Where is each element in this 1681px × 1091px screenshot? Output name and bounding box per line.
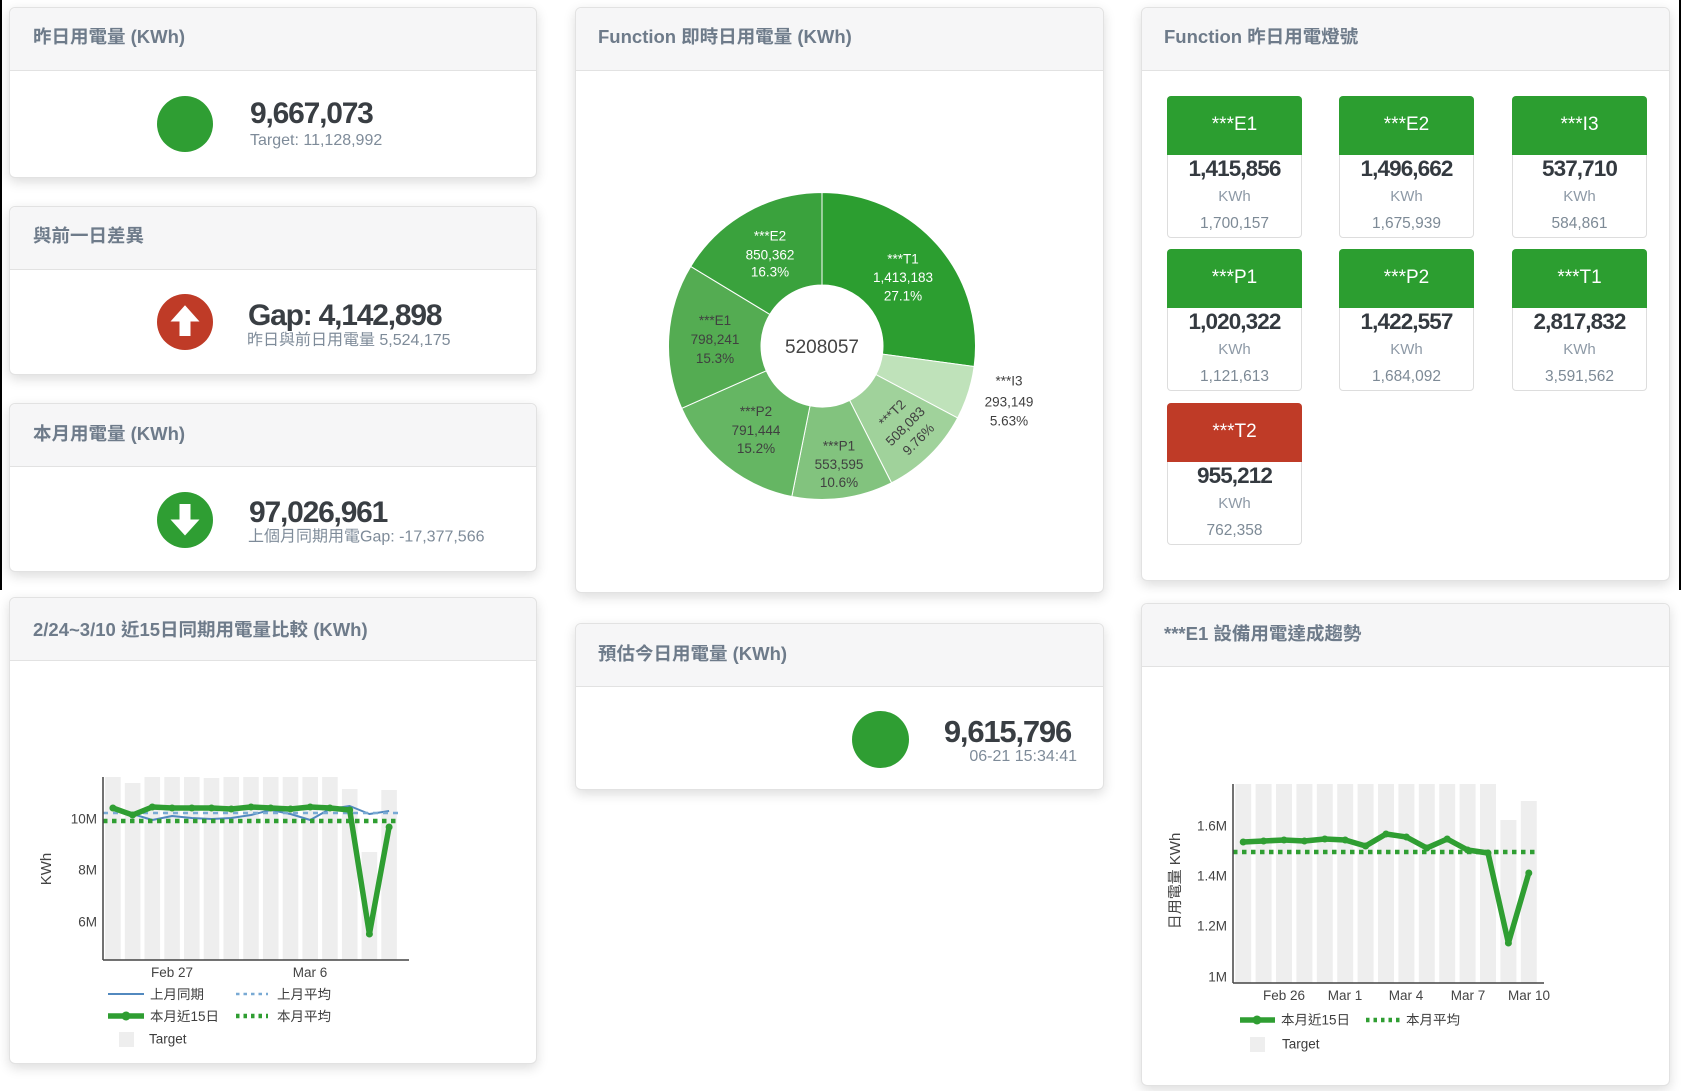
svg-text:6M: 6M	[78, 915, 97, 930]
svg-text:15.3%: 15.3%	[696, 351, 734, 366]
svg-text:1.2M: 1.2M	[1197, 919, 1227, 934]
svg-text:798,241: 798,241	[691, 332, 740, 347]
svg-text:8M: 8M	[78, 863, 97, 878]
svg-text:850,362: 850,362	[746, 248, 795, 263]
svg-text:Mar 7: Mar 7	[1451, 988, 1486, 1003]
svg-text:***E2: ***E2	[754, 229, 786, 244]
svg-text:***T1: ***T1	[887, 252, 919, 267]
svg-text:Mar 1: Mar 1	[1328, 988, 1363, 1003]
svg-text:Feb 26: Feb 26	[1263, 988, 1305, 1003]
svg-text:KWh: KWh	[38, 853, 55, 886]
svg-text:791,444: 791,444	[732, 423, 781, 438]
svg-text:293,149: 293,149	[985, 395, 1034, 410]
svg-text:Mar 4: Mar 4	[1389, 988, 1424, 1003]
svg-text:27.1%: 27.1%	[884, 289, 922, 304]
svg-text:1.4M: 1.4M	[1197, 869, 1227, 884]
svg-text:1,413,183: 1,413,183	[873, 270, 933, 285]
svg-text:Mar 10: Mar 10	[1508, 988, 1550, 1003]
svg-text:5208057: 5208057	[785, 337, 859, 358]
svg-text:10.6%: 10.6%	[820, 475, 858, 490]
svg-text:5.63%: 5.63%	[990, 414, 1028, 429]
svg-text:Mar 6: Mar 6	[293, 965, 328, 980]
svg-text:15.2%: 15.2%	[737, 441, 775, 456]
svg-text:553,595: 553,595	[815, 457, 864, 472]
svg-text:***I3: ***I3	[995, 374, 1022, 389]
svg-text:***E1: ***E1	[699, 313, 731, 328]
svg-text:10M: 10M	[71, 812, 97, 827]
svg-text:Target: Target	[149, 1032, 187, 1047]
svg-text:1M: 1M	[1208, 970, 1227, 985]
svg-text:Target: Target	[1282, 1037, 1320, 1052]
svg-text:Feb 27: Feb 27	[151, 965, 193, 980]
svg-text:16.3%: 16.3%	[751, 265, 789, 280]
svg-text:***P2: ***P2	[740, 404, 772, 419]
svg-text:1.6M: 1.6M	[1197, 819, 1227, 834]
svg-text:***P1: ***P1	[823, 439, 855, 454]
